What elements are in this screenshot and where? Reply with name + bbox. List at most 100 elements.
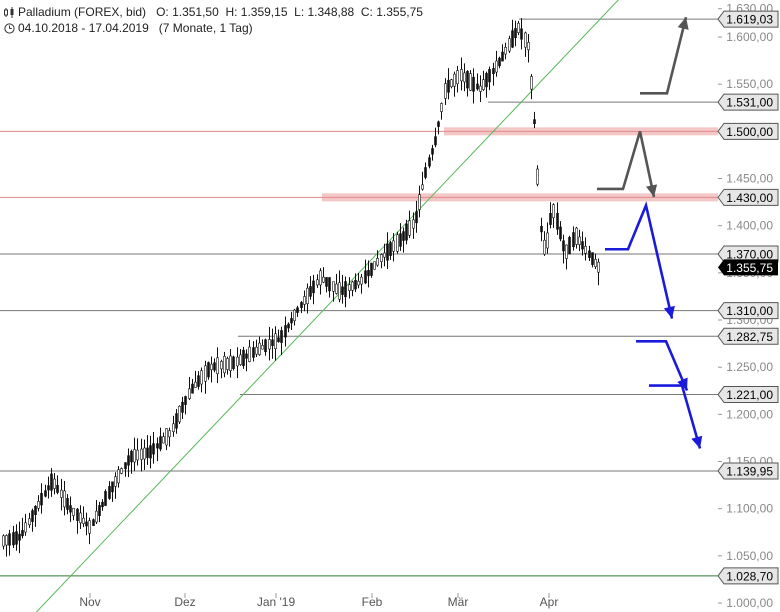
candle-body (344, 281, 347, 298)
candle-body (210, 363, 213, 371)
candle-body (508, 38, 511, 52)
candle-body (92, 519, 95, 526)
candle-body (453, 73, 456, 87)
scenario-arrow-blue-2-head (677, 377, 688, 391)
candle-body (50, 473, 53, 491)
level-tag (717, 462, 779, 480)
candle-body (552, 204, 555, 219)
candle-body (130, 450, 133, 463)
level-tag-label: 1.221,00 (726, 388, 773, 402)
candle-body (306, 287, 309, 305)
candle-body (533, 119, 536, 124)
candle-body (229, 355, 232, 372)
candle-body (136, 449, 139, 461)
candle-body (434, 136, 437, 146)
y-tick-label: 1.550,00 (726, 77, 773, 91)
candle-body (536, 168, 539, 185)
candle-body (37, 501, 40, 509)
candle-body (2, 535, 5, 547)
candle-body (5, 535, 8, 546)
candle-body (82, 517, 85, 524)
level-tag (717, 567, 779, 585)
candle-body (47, 485, 50, 491)
level-tag (717, 122, 779, 140)
y-tick-label: 1.400,00 (726, 219, 773, 233)
level-tag-label: 1.028,70 (726, 569, 773, 583)
candle-body (421, 184, 424, 190)
candle-body (152, 443, 155, 455)
candle-body (236, 356, 239, 367)
candle-body (24, 522, 27, 533)
candle-body (338, 282, 341, 300)
candle-body (223, 356, 226, 374)
candle-body (12, 532, 15, 546)
candle-body (316, 279, 319, 286)
scenario-arrow-blue-3 (649, 384, 702, 449)
candle-body (568, 237, 571, 255)
candle-body (386, 243, 389, 261)
candle-body (597, 261, 600, 273)
ohlc-values: O: 1.351,50 H: 1.359,15 L: 1.348,88 C: 1… (156, 5, 423, 19)
candle-body (220, 361, 223, 370)
candle-body (370, 262, 373, 276)
candle-body (463, 72, 466, 83)
candle-body (53, 478, 56, 489)
candle-body (181, 401, 184, 413)
candle-body (287, 323, 290, 329)
candle-body (549, 213, 552, 225)
candle-body (524, 32, 527, 48)
candle-body (309, 286, 312, 297)
candle-body (431, 148, 434, 155)
candle-body (8, 533, 11, 546)
candle-body (581, 241, 584, 250)
period-label: (7 Monate, 1 Tag) (158, 21, 253, 35)
scenario-arrow-blue-3-head (691, 435, 703, 449)
candle-body (207, 362, 210, 378)
scenario-arrow-gray-down (597, 130, 656, 198)
candle-body (460, 69, 463, 82)
candle-body (261, 345, 264, 350)
candle-body (296, 307, 299, 313)
scenario-arrow-blue-1 (605, 201, 674, 319)
candle-body (472, 76, 475, 92)
candle-body (216, 357, 219, 375)
candle-body (319, 270, 322, 286)
candle-body (194, 381, 197, 388)
candle-body (572, 232, 575, 248)
candle-body (117, 469, 120, 484)
y-tick-label: 1.100,00 (726, 502, 773, 516)
level-tag (717, 386, 779, 404)
candle-body (440, 103, 443, 112)
x-tick-label: Dez (174, 595, 195, 609)
candle-body (341, 286, 344, 295)
candle-body (364, 270, 367, 284)
x-tick-label: Feb (362, 595, 383, 609)
level-tag (717, 327, 779, 345)
candle-body (389, 242, 392, 256)
candle-body (357, 280, 360, 286)
candle-body (408, 220, 411, 236)
candle-body (127, 455, 130, 466)
candle-body (424, 167, 427, 178)
candle-body (56, 484, 59, 493)
level-tag-label: 1.282,75 (726, 330, 773, 344)
candle-body (444, 83, 447, 99)
candle-body (562, 240, 565, 252)
candle-body (120, 468, 123, 474)
level-tag (717, 188, 779, 206)
candle-body (556, 212, 559, 230)
candle-body (258, 342, 261, 355)
candlestick-icon (4, 5, 18, 19)
candle-body (159, 436, 162, 450)
candle-body (245, 353, 248, 359)
candle-body (226, 358, 229, 370)
level-tag-label: 1.370,00 (726, 247, 773, 261)
candle-body (293, 309, 296, 322)
level-tag (717, 245, 779, 263)
candle-body (172, 423, 175, 432)
candle-body (511, 30, 514, 48)
candle-body (575, 227, 578, 245)
level-tag-label: 1.500,00 (726, 125, 773, 139)
chart-header-range: 04.10.2018 - 17.04.2019 (7 Monate, 1 Tag… (4, 21, 253, 35)
candle-body (492, 68, 495, 75)
